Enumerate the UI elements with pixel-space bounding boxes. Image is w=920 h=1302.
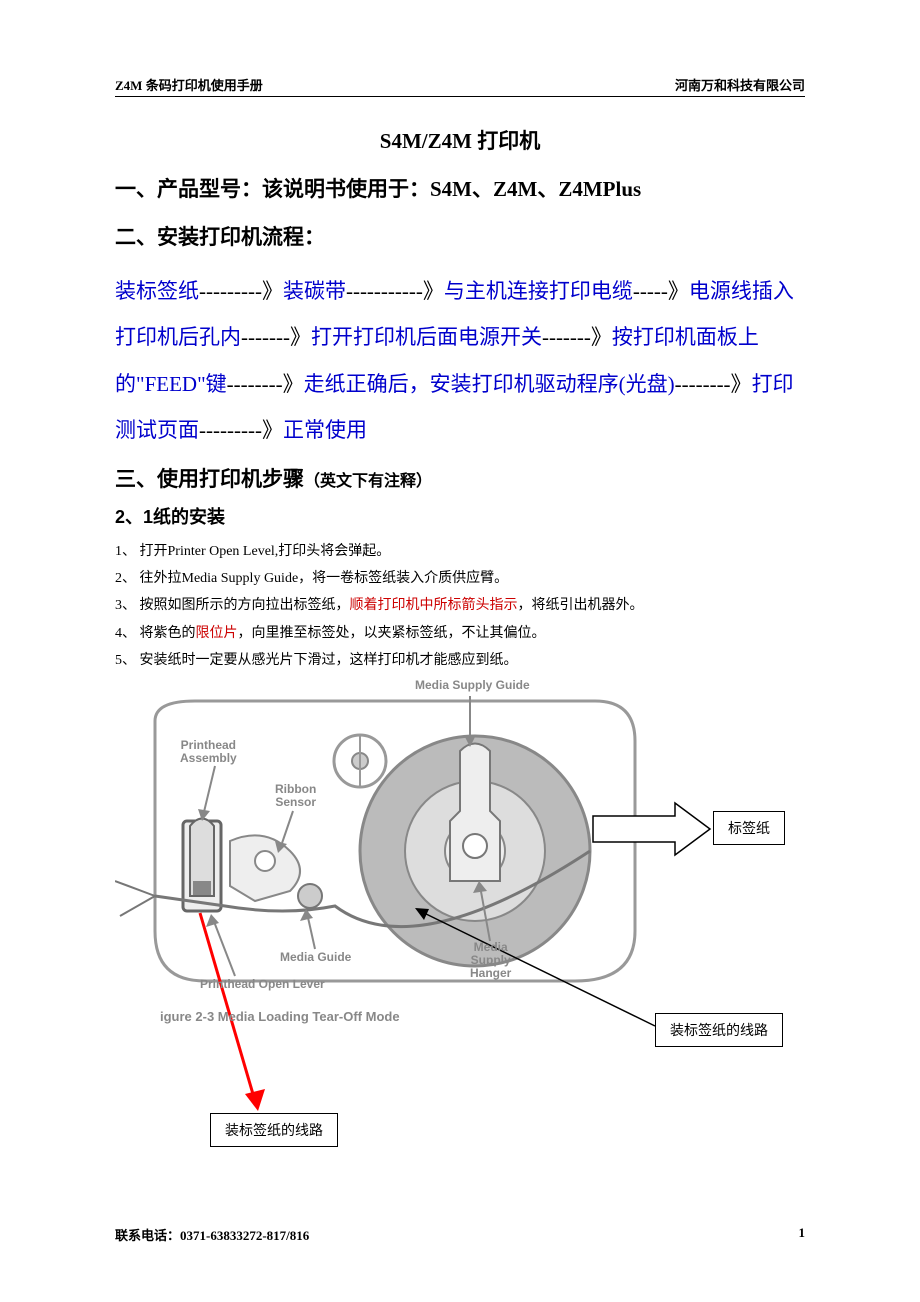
flow-sep: -------》 xyxy=(542,325,612,349)
list-text-red: 限位片 xyxy=(196,626,238,641)
page-footer: 联系电话：0371-63833272-817/816 1 xyxy=(115,1225,805,1244)
section-3-main: 三、使用打印机步骤 xyxy=(115,467,304,491)
flow-sep: --------》 xyxy=(227,372,304,396)
footer-page-number: 1 xyxy=(799,1225,806,1244)
header-right: 河南万和科技有限公司 xyxy=(675,75,805,94)
callout-route-right: 装标签纸的线路 xyxy=(655,1013,783,1047)
flow-step: 装标签纸 xyxy=(115,279,199,303)
instruction-list: 1、 打开Printer Open Level,打印头将会弹起。 2、 往外拉M… xyxy=(115,539,805,673)
callout-route-bottom: 装标签纸的线路 xyxy=(210,1113,338,1147)
list-text: 3、 按照如图所示的方向拉出标签纸， xyxy=(115,598,350,613)
page-title: S4M/Z4M 打印机 xyxy=(115,125,805,155)
section-1: 一、产品型号：该说明书使用于：S4M、Z4M、Z4MPlus xyxy=(115,173,805,207)
flow-step: 正常使用 xyxy=(283,418,367,442)
flow-step: 与主机连接打印电缆 xyxy=(444,279,633,303)
flow-sep: ---------》 xyxy=(199,279,283,303)
install-flow: 装标签纸---------》装碳带-----------》与主机连接打印电缆--… xyxy=(115,268,805,453)
list-item: 5、 安装纸时一定要从感光片下滑过，这样打印机才能感应到纸。 xyxy=(115,648,805,673)
page-header: Z4M 条码打印机使用手册 河南万和科技有限公司 xyxy=(115,75,805,97)
label-printhead-assembly: Printhead Assembly xyxy=(180,739,237,765)
flow-step: 装碳带 xyxy=(283,279,346,303)
media-loading-diagram: Media Supply Guide Printhead Assembly Ri… xyxy=(115,681,805,1151)
header-left: Z4M 条码打印机使用手册 xyxy=(115,75,263,94)
footer-phone: 联系电话：0371-63833272-817/816 xyxy=(115,1225,309,1244)
list-item: 2、 往外拉Media Supply Guide，将一卷标签纸装入介质供应臂。 xyxy=(115,566,805,591)
label-media-guide: Media Guide xyxy=(280,951,351,964)
list-text: 4、 将紫色的 xyxy=(115,626,196,641)
section-2-title: 二、安装打印机流程： xyxy=(115,221,805,255)
section-3-title: 三、使用打印机步骤（英文下有注释） xyxy=(115,463,805,493)
label-printhead-open-lever: Printhead Open Lever xyxy=(200,978,325,991)
list-item: 4、 将紫色的限位片，向里推至标签处，以夹紧标签纸，不让其偏位。 xyxy=(115,621,805,646)
flow-sep: -------》 xyxy=(241,325,311,349)
list-text: ，将纸引出机器外。 xyxy=(518,598,644,613)
flow-sep: -----》 xyxy=(633,279,689,303)
list-text: ，向里推至标签处，以夹紧标签纸，不让其偏位。 xyxy=(238,626,546,641)
list-text-red: 顺着打印机中所标箭头指示 xyxy=(350,598,518,613)
flow-sep: -----------》 xyxy=(346,279,444,303)
list-item: 3、 按照如图所示的方向拉出标签纸，顺着打印机中所标箭头指示，将纸引出机器外。 xyxy=(115,593,805,618)
flow-sep: --------》 xyxy=(675,372,752,396)
label-media-supply-hanger: Media Supply Hanger xyxy=(470,941,511,981)
section-3-note: （英文下有注释） xyxy=(304,473,432,490)
flow-step: 走纸正确后，安装打印机驱动程序(光盘) xyxy=(304,372,675,396)
subsection-title: 2、1纸的安装 xyxy=(115,503,805,529)
label-media-supply-guide: Media Supply Guide xyxy=(415,679,530,692)
label-ribbon-sensor: Ribbon Sensor xyxy=(275,783,316,809)
list-item: 1、 打开Printer Open Level,打印头将会弹起。 xyxy=(115,539,805,564)
figure-caption: igure 2-3 Media Loading Tear-Off Mode xyxy=(160,1009,400,1024)
callout-label-paper: 标签纸 xyxy=(713,811,785,845)
flow-sep: ---------》 xyxy=(199,418,283,442)
flow-step: 打开打印机后面电源开关 xyxy=(311,325,542,349)
